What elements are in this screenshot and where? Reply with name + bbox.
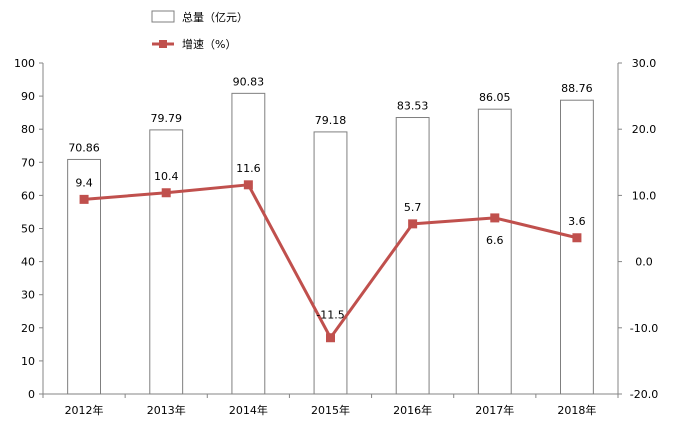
growth-marker bbox=[572, 233, 582, 243]
growth-marker bbox=[79, 194, 89, 204]
x-tick-label: 2015年 bbox=[311, 403, 350, 417]
left-y-tick-label: 50 bbox=[21, 223, 35, 236]
right-y-tick-label: 30.0 bbox=[632, 57, 657, 70]
bar bbox=[560, 99, 594, 395]
bar-data-label: 88.76 bbox=[561, 82, 593, 95]
bar-data-label: 90.83 bbox=[233, 75, 265, 88]
legend-bar-label: 总量（亿元） bbox=[182, 10, 248, 24]
growth-marker bbox=[243, 180, 253, 190]
growth-marker bbox=[326, 333, 335, 343]
left-y-tick-label: 40 bbox=[21, 256, 35, 269]
growth-marker bbox=[161, 188, 171, 198]
left-y-tick-label: 20 bbox=[21, 322, 35, 335]
bar-data-label: 79.18 bbox=[315, 114, 347, 127]
legend-bar-swatch bbox=[151, 10, 175, 23]
line-data-label: 6.6 bbox=[486, 234, 504, 247]
legend-line-label: 增速（%） bbox=[182, 37, 236, 51]
bar-data-label: 86.05 bbox=[479, 91, 511, 104]
x-tick-label: 2018年 bbox=[557, 403, 596, 417]
right-y-tick-label: -20.0 bbox=[630, 388, 658, 401]
legend-line-marker bbox=[159, 40, 167, 48]
line-data-label: 5.7 bbox=[404, 201, 422, 214]
bar-data-label: 79.79 bbox=[150, 112, 182, 125]
left-y-tick-label: 90 bbox=[21, 90, 35, 103]
bar bbox=[395, 117, 430, 395]
left-y-tick-label: 70 bbox=[21, 156, 35, 169]
x-tick-label: 2016年 bbox=[393, 403, 432, 417]
left-y-tick-label: 0 bbox=[28, 388, 35, 401]
growth-marker bbox=[408, 219, 418, 229]
bar-data-label: 70.86 bbox=[68, 141, 100, 154]
right-y-tick-label: 10.0 bbox=[632, 189, 657, 202]
bar-data-label: 83.53 bbox=[397, 100, 429, 113]
line-data-label: 10.4 bbox=[154, 170, 179, 183]
left-y-tick-label: 60 bbox=[21, 189, 35, 202]
bar bbox=[477, 108, 512, 395]
right-y-tick-label: 0.0 bbox=[635, 256, 653, 269]
x-tick-label: 2014年 bbox=[229, 403, 268, 417]
line-data-label: 11.6 bbox=[236, 162, 261, 175]
left-y-tick-label: 10 bbox=[21, 355, 35, 368]
line-data-label: 9.4 bbox=[75, 176, 93, 189]
right-y-tick-label: 20.0 bbox=[632, 123, 657, 136]
bar bbox=[149, 129, 184, 395]
x-tick-label: 2012年 bbox=[65, 403, 104, 417]
bar bbox=[67, 158, 102, 395]
right-y-tick-label: -10.0 bbox=[630, 322, 658, 335]
x-tick-label: 2017年 bbox=[475, 403, 514, 417]
bar bbox=[231, 92, 266, 395]
bar bbox=[313, 131, 348, 395]
left-y-tick-label: 100 bbox=[14, 57, 35, 70]
x-tick-label: 2013年 bbox=[147, 403, 186, 417]
line-data-label: -11.5 bbox=[316, 309, 344, 322]
left-y-tick-label: 80 bbox=[21, 123, 35, 136]
growth-marker bbox=[490, 213, 500, 223]
line-data-label: 3.6 bbox=[568, 215, 586, 228]
left-y-tick-label: 30 bbox=[21, 289, 35, 302]
